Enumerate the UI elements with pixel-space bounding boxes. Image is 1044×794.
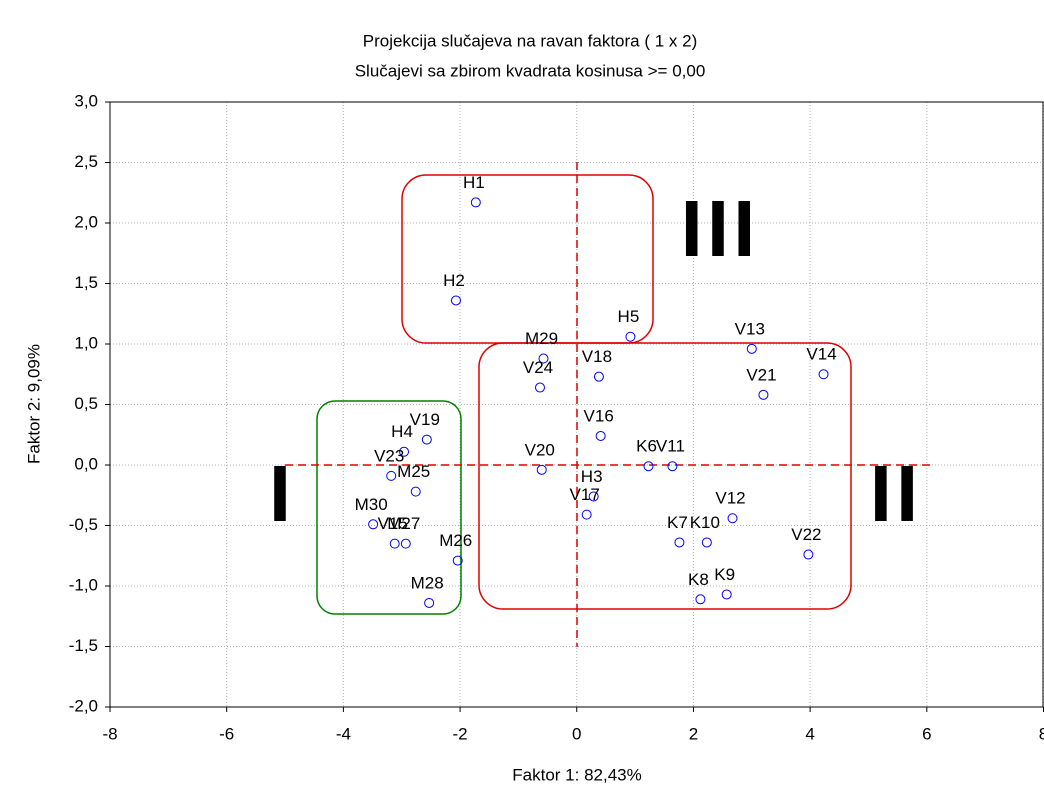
point (581, 509, 592, 520)
point-label: M27 (387, 514, 420, 533)
y-tick-label: -2,0 (69, 696, 98, 715)
point-label: V16 (584, 406, 614, 425)
point-label: V11 (656, 437, 685, 456)
point (595, 430, 606, 441)
point (536, 464, 547, 475)
point-label: M26 (439, 531, 472, 550)
y-tick-label: 2,0 (74, 212, 98, 231)
point-label: H5 (618, 307, 640, 326)
point-label: K6 (636, 437, 657, 456)
group-box (316, 400, 462, 615)
y-tick-label: 3,0 (74, 91, 98, 110)
point (400, 538, 411, 549)
point (701, 537, 712, 548)
x-tick-label: 2 (689, 724, 698, 743)
point-label: V14 (806, 345, 836, 364)
point-label: H4 (391, 422, 413, 441)
point-label: M29 (525, 329, 558, 348)
point (452, 555, 463, 566)
point-label: V23 (374, 446, 404, 465)
x-tick-label: -4 (336, 724, 351, 743)
point (667, 461, 678, 472)
point (470, 197, 481, 208)
x-tick-label: 0 (572, 724, 581, 743)
point-label: V12 (715, 489, 745, 508)
annotation: I (269, 449, 295, 538)
point (593, 371, 604, 382)
point (368, 519, 379, 530)
point-label: V22 (791, 525, 821, 544)
y-tick-label: -1,0 (69, 575, 98, 594)
point-label: M30 (355, 495, 388, 514)
annotation: II (870, 449, 922, 538)
point-label: V18 (582, 347, 612, 366)
point (695, 594, 706, 605)
y-tick-label: 0,5 (74, 394, 98, 413)
point (386, 470, 397, 481)
point (746, 343, 757, 354)
point (424, 597, 435, 608)
point-label: V17 (570, 485, 600, 504)
point (674, 537, 685, 548)
point (399, 446, 410, 457)
point (727, 513, 738, 524)
y-tick-label: 1,5 (74, 273, 98, 292)
x-axis-label: Faktor 1: 82,43% (512, 765, 641, 784)
y-tick-label: -0,5 (69, 515, 98, 534)
point-label: V20 (525, 440, 555, 459)
point (588, 491, 599, 502)
point (538, 353, 549, 364)
point-label: M25 (397, 462, 430, 481)
point (389, 538, 400, 549)
point-label: K7 (667, 513, 688, 532)
point (721, 589, 732, 600)
point-label: K8 (688, 570, 709, 589)
point-label: V19 (410, 410, 440, 429)
point-label: H1 (463, 173, 485, 192)
annotation: III (681, 184, 760, 273)
point (534, 382, 545, 393)
chart-subtitle: Slučajevi sa zbirom kvadrata kosinusa >=… (355, 61, 706, 80)
y-tick-label: 2,5 (74, 152, 98, 171)
x-tick-label: 4 (805, 724, 814, 743)
point (803, 549, 814, 560)
y-axis-label: Faktor 2: 9,09% (24, 344, 43, 464)
point-label: K10 (690, 513, 720, 532)
group-box (478, 342, 852, 610)
point-label: H2 (443, 271, 465, 290)
point (758, 389, 769, 400)
point (421, 434, 432, 445)
x-tick-label: -2 (453, 724, 468, 743)
chart-title: Projekcija slučajeva na ravan faktora ( … (363, 31, 698, 50)
x-tick-label: -6 (219, 724, 234, 743)
point-label: H3 (581, 467, 603, 486)
point-label: V24 (523, 358, 553, 377)
point (625, 331, 636, 342)
point-label: V21 (746, 365, 776, 384)
point-label: V15 (378, 514, 408, 533)
y-tick-label: 0,0 (74, 454, 98, 473)
point (818, 369, 829, 380)
x-tick-label: 6 (922, 724, 931, 743)
y-tick-label: -1,5 (69, 636, 98, 655)
x-tick-label: -8 (102, 724, 117, 743)
point (410, 486, 421, 497)
point-label: V13 (735, 319, 765, 338)
point (643, 461, 654, 472)
x-tick-label: 8 (1039, 724, 1044, 743)
point-label: K9 (714, 565, 735, 584)
point-label: M28 (411, 573, 444, 592)
y-tick-label: 1,0 (74, 333, 98, 352)
point (450, 295, 461, 306)
